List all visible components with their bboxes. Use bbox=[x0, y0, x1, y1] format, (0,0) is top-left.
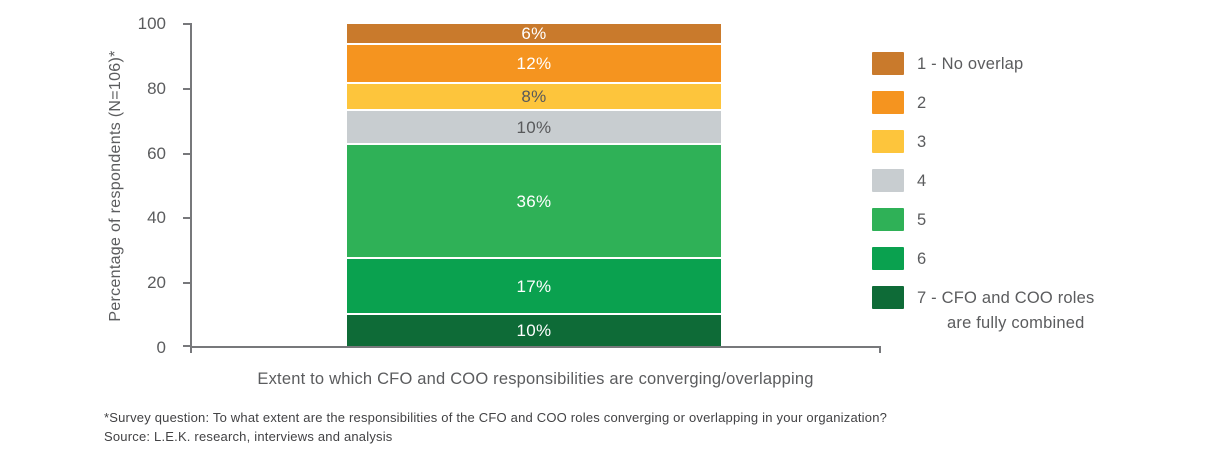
legend-swatch-1 bbox=[872, 52, 904, 75]
y-axis-tick-labels: 100 80 60 40 20 0 bbox=[128, 14, 178, 357]
y-tick-mark bbox=[183, 153, 192, 155]
legend-item-4: 4 bbox=[872, 169, 1212, 193]
legend-swatch-7 bbox=[872, 286, 904, 309]
legend-swatch-3 bbox=[872, 130, 904, 153]
legend-swatch-4 bbox=[872, 169, 904, 192]
segment-value-label: 12% bbox=[516, 54, 552, 74]
y-axis-title: Percentage of respondents (N=106)* bbox=[107, 50, 124, 322]
legend-item-6: 6 bbox=[872, 247, 1212, 271]
legend-item-5: 5 bbox=[872, 208, 1212, 232]
legend-label: 3 bbox=[917, 133, 927, 151]
y-tick-label: 100 bbox=[137, 14, 166, 33]
legend-label: 5 bbox=[917, 211, 927, 229]
bar-segment-2: 12% bbox=[347, 42, 721, 83]
legend-swatch-6 bbox=[872, 247, 904, 270]
bar-segment-3: 8% bbox=[347, 82, 721, 110]
y-tick-label: 80 bbox=[147, 79, 166, 98]
y-tick-mark bbox=[183, 282, 192, 284]
y-tick-label: 40 bbox=[147, 208, 166, 227]
footnote: *Survey question: To what extent are the… bbox=[104, 408, 1184, 446]
legend-label: 1 - No overlap bbox=[917, 55, 1024, 73]
x-axis-title: Extent to which CFO and COO responsibili… bbox=[257, 370, 814, 388]
segment-value-label: 6% bbox=[521, 23, 547, 43]
segment-value-label: 8% bbox=[521, 87, 547, 107]
bar-segment-7-fully-combined: 10% bbox=[347, 312, 721, 346]
stacked-bar: 6% 12% 8% 10% 36% 17% 10% bbox=[347, 24, 721, 346]
y-tick-label: 20 bbox=[147, 273, 166, 292]
segment-value-label: 10% bbox=[516, 117, 552, 137]
legend-label: 4 bbox=[917, 172, 927, 190]
y-tick-mark bbox=[183, 23, 192, 25]
y-tick-label: 60 bbox=[147, 144, 166, 163]
legend-label: 6 bbox=[917, 250, 927, 268]
legend-swatch-5 bbox=[872, 208, 904, 231]
legend-swatch-2 bbox=[872, 91, 904, 114]
segment-value-label: 10% bbox=[516, 320, 552, 340]
y-tick-mark bbox=[183, 217, 192, 219]
segment-value-label: 17% bbox=[516, 276, 552, 296]
legend-label: 7 - CFO and COO roles are fully combined bbox=[917, 286, 1095, 336]
footnote-source: Source: L.E.K. research, interviews and … bbox=[104, 429, 393, 444]
legend-label-line2: are fully combined bbox=[947, 314, 1085, 332]
x-axis-left-endcap bbox=[190, 347, 192, 353]
bar-segment-5: 36% bbox=[347, 142, 721, 258]
bar-segment-6: 17% bbox=[347, 257, 721, 313]
legend-item-2: 2 bbox=[872, 91, 1212, 115]
x-axis-right-endcap bbox=[879, 347, 881, 353]
legend-item-3: 3 bbox=[872, 130, 1212, 154]
legend-item-7: 7 - CFO and COO roles are fully combined bbox=[872, 286, 1212, 336]
y-tick-mark bbox=[183, 88, 192, 90]
segment-value-label: 36% bbox=[516, 191, 552, 211]
plot-area: 6% 12% 8% 10% 36% 17% 10% bbox=[183, 23, 881, 353]
legend: 1 - No overlap 2 3 4 5 6 7 - CFO and COO… bbox=[872, 52, 1212, 336]
y-tick-label: 0 bbox=[156, 338, 166, 357]
bar-segment-1-no-overlap: 6% bbox=[347, 24, 721, 43]
legend-item-1: 1 - No overlap bbox=[872, 52, 1212, 76]
legend-label-line1: 7 - CFO and COO roles bbox=[917, 289, 1095, 307]
legend-label: 2 bbox=[917, 94, 927, 112]
y-tick-mark bbox=[183, 345, 192, 347]
footnote-survey-question: *Survey question: To what extent are the… bbox=[104, 410, 888, 425]
bar-segment-4: 10% bbox=[347, 109, 721, 143]
